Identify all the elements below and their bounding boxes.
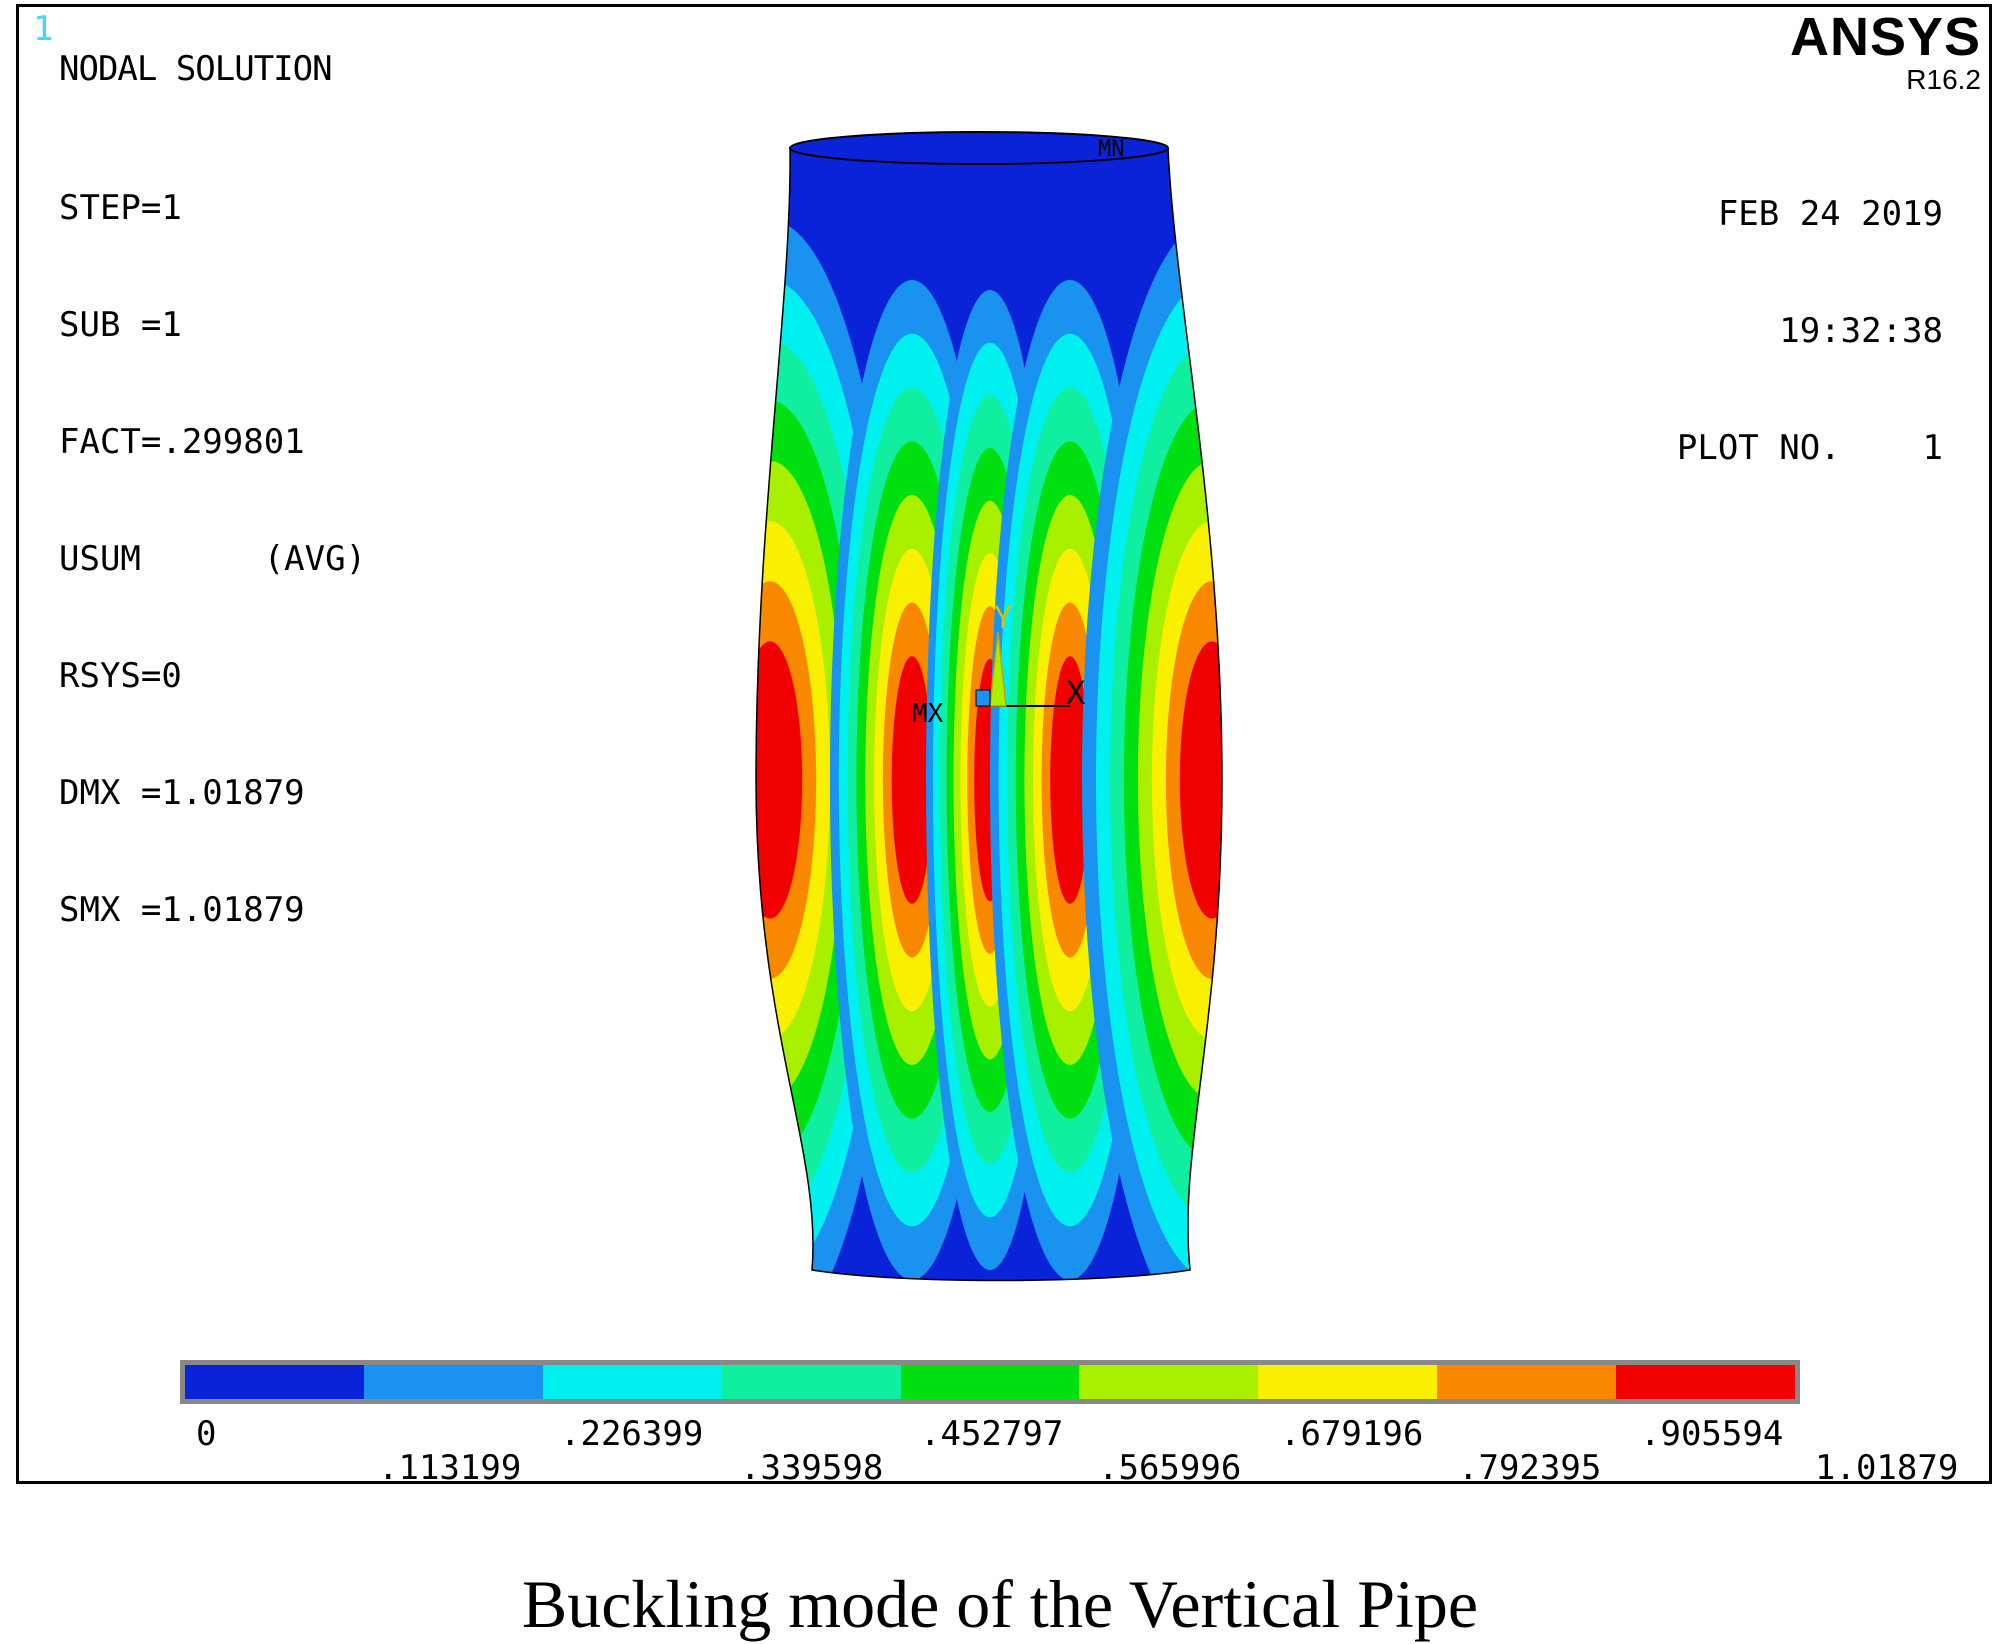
- param-step: STEP=1: [59, 188, 182, 228]
- legend-band: [1437, 1365, 1617, 1399]
- pipe-outline: [755, 147, 1223, 1282]
- mx-label: MX: [912, 699, 944, 729]
- pipe-body: [756, 148, 1222, 1281]
- param-rsys: RSYS=0: [59, 656, 182, 696]
- legend-tick-top: 0: [196, 1414, 217, 1454]
- legend-band: [363, 1365, 543, 1399]
- figure-caption: Buckling mode of the Vertical Pipe: [521, 1566, 1479, 1642]
- legend-band: [542, 1365, 722, 1399]
- legend-tick-bottom: 1.01879: [1815, 1448, 1959, 1488]
- legend-band: [1616, 1365, 1796, 1399]
- brand-version: R16.2: [1906, 64, 1981, 95]
- coordinate-triad: X Y MX: [912, 601, 1085, 729]
- window-number: 1: [33, 9, 54, 49]
- y-axis-label: Y: [994, 601, 1012, 636]
- pipe-top-rim: [789, 131, 1169, 165]
- contour-band: [1179, 641, 1222, 919]
- legend-tick-top: .452797: [920, 1414, 1064, 1454]
- x-axis-label: X: [1066, 674, 1085, 712]
- contour-band: [756, 641, 803, 919]
- param-fact: FACT=.299801: [59, 422, 305, 462]
- y-axis-arrow: [989, 631, 1007, 707]
- contour-band: [1050, 656, 1090, 904]
- legend-band: [900, 1365, 1080, 1399]
- legend-tick-bottom: .792395: [1458, 1448, 1602, 1488]
- mn-label: MN: [1098, 137, 1125, 162]
- legend-tick-bottom: .339598: [740, 1448, 884, 1488]
- contour-legend-bar: [180, 1360, 1800, 1404]
- legend-band: [1079, 1365, 1259, 1399]
- plot-time: 19:32:38: [1779, 311, 1943, 351]
- plot-number: PLOT NO. 1: [1676, 428, 1943, 468]
- legend-tick-top: .679196: [1280, 1414, 1424, 1454]
- brand-name: ANSYS: [1789, 7, 1981, 67]
- solution-parameters: STEP=1 SUB =1 FACT=.299801 USUM (AVG) RS…: [59, 111, 366, 1008]
- plot-title: NODAL SOLUTION: [59, 49, 333, 89]
- legend-band: [185, 1365, 364, 1399]
- legend-tick-top: .905594: [1640, 1414, 1784, 1454]
- ansys-logo: ANSYS R16.2: [1790, 9, 1981, 95]
- param-dmx: DMX =1.01879: [59, 773, 305, 813]
- z-axis-marker: [975, 689, 991, 707]
- param-usum: USUM (AVG): [59, 539, 367, 579]
- plot-date: FEB 24 2019: [1717, 194, 1943, 234]
- param-smx: SMX =1.01879: [59, 890, 305, 930]
- plot-stamp: FEB 24 2019 19:32:38 PLOT NO. 1: [1677, 117, 1943, 546]
- legend-tick-bottom: .565996: [1098, 1448, 1242, 1488]
- contour-band: [891, 656, 933, 904]
- legend-band: [721, 1365, 901, 1399]
- legend-tick-top: .226399: [560, 1414, 704, 1454]
- legend-band: [1258, 1365, 1438, 1399]
- pipe-contour-plot: MN X Y MX: [755, 131, 1223, 1282]
- param-sub: SUB =1: [59, 305, 182, 345]
- legend-tick-bottom: .113199: [378, 1448, 522, 1488]
